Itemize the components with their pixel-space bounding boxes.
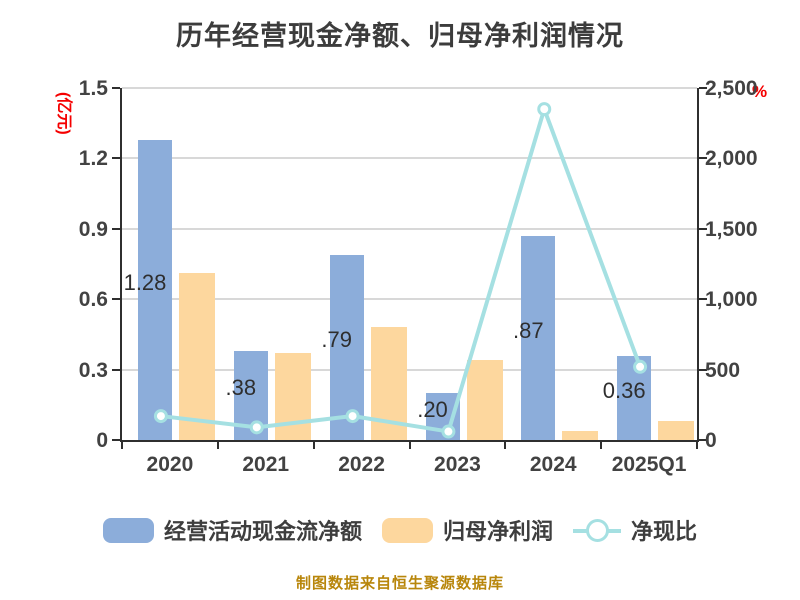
bar-operating-cashflow <box>138 139 172 440</box>
right-axis-unit-label: % <box>752 82 768 101</box>
y-axis-tick-right <box>699 227 707 230</box>
y-axis-label-right: 500 <box>705 358 741 382</box>
legend-label-net-profit: 归母净利润 <box>442 519 553 544</box>
y-axis-label-left: 0.9 <box>78 217 108 241</box>
y-axis-tick-left <box>112 157 120 160</box>
bar-value-label: 0.36 <box>602 377 646 403</box>
legend-item-cash-ratio: 净现比 <box>573 514 697 546</box>
y-axis-tick-right <box>699 87 707 89</box>
data-source-note: 制图数据来自恒生聚源数据库 <box>295 575 504 592</box>
y-axis-tick-left <box>112 227 120 230</box>
y-axis-tick-left <box>112 87 120 89</box>
y-axis-label-right: 0 <box>705 429 717 452</box>
legend-item-operating-cashflow: 经营活动现金流净额 <box>102 514 362 546</box>
bar-operating-cashflow <box>329 254 364 440</box>
bar-net-profit <box>179 273 215 440</box>
bar-value-label: .38 <box>225 375 257 401</box>
y-axis-tick-right <box>699 368 707 371</box>
y-axis-right <box>697 88 699 442</box>
x-axis-label: 2021 <box>242 453 290 476</box>
legend-item-net-profit: 归母净利润 <box>381 514 553 546</box>
line-marker <box>633 359 648 374</box>
y-axis-label-right: 2,500 <box>705 77 758 100</box>
y-axis-label-left: 1.2 <box>78 147 108 171</box>
y-axis-label-left: 1.5 <box>78 77 108 100</box>
bar-net-profit <box>466 360 503 440</box>
gridline <box>122 157 697 160</box>
legend-swatch-net-profit <box>381 517 433 543</box>
bar-operating-cashflow <box>521 235 556 440</box>
x-axis-tick <box>696 442 698 449</box>
x-axis-label: 2023 <box>434 453 481 476</box>
legend-label-cash-ratio: 净现比 <box>631 519 698 544</box>
line-marker <box>249 420 264 435</box>
line-marker <box>153 409 168 424</box>
y-axis-tick-right <box>699 298 707 301</box>
bar-net-profit <box>658 421 695 440</box>
y-axis-label-left: 0.6 <box>78 288 108 312</box>
line-marker <box>345 409 360 424</box>
bar-value-label: .87 <box>513 317 544 343</box>
y-axis-label-left: 0.3 <box>78 358 108 382</box>
bar-net-profit <box>562 430 599 440</box>
x-axis-label: 2024 <box>529 453 577 476</box>
y-axis-left <box>120 88 122 442</box>
x-axis-tick <box>216 442 219 449</box>
y-axis-label-right: 1,500 <box>705 217 758 241</box>
x-axis-label: 2020 <box>146 453 194 476</box>
x-axis-tick <box>600 442 603 449</box>
legend-label-operating-cashflow: 经营活动现金流净额 <box>163 519 362 544</box>
y-axis-tick-right <box>699 439 707 441</box>
x-axis-tick <box>504 442 507 449</box>
bar-value-label: 1.28 <box>123 269 167 295</box>
y-axis-tick-left <box>112 368 120 371</box>
y-axis-label-left: 0 <box>96 429 108 452</box>
gridline <box>122 87 697 89</box>
legend: 经营活动现金流净额 归母净利润 净现比 <box>0 514 800 546</box>
line-marker <box>537 102 552 117</box>
y-axis-label-right: 1,000 <box>705 288 758 312</box>
y-axis-tick-left <box>112 298 120 301</box>
x-axis-label: 2025Q1 <box>611 453 687 476</box>
chart-title: 历年经营现金净额、归母净利润情况 <box>176 21 624 51</box>
gridline <box>122 227 697 230</box>
x-axis-label: 2022 <box>338 453 385 476</box>
x-axis-tick <box>121 442 123 449</box>
legend-line-marker-icon <box>573 518 621 543</box>
y-axis-label-right: 2,000 <box>705 147 758 171</box>
gridline <box>122 298 697 301</box>
legend-swatch-operating-cashflow <box>102 517 154 543</box>
y-axis-tick-right <box>699 157 707 160</box>
y-axis-tick-left <box>112 439 120 441</box>
x-axis-tick <box>408 442 411 449</box>
bar-value-label: .20 <box>417 396 448 422</box>
x-axis <box>120 440 699 442</box>
bar-value-label: .79 <box>321 327 352 353</box>
x-axis-tick <box>312 442 315 449</box>
line-marker <box>441 424 456 439</box>
gridline <box>122 368 697 371</box>
